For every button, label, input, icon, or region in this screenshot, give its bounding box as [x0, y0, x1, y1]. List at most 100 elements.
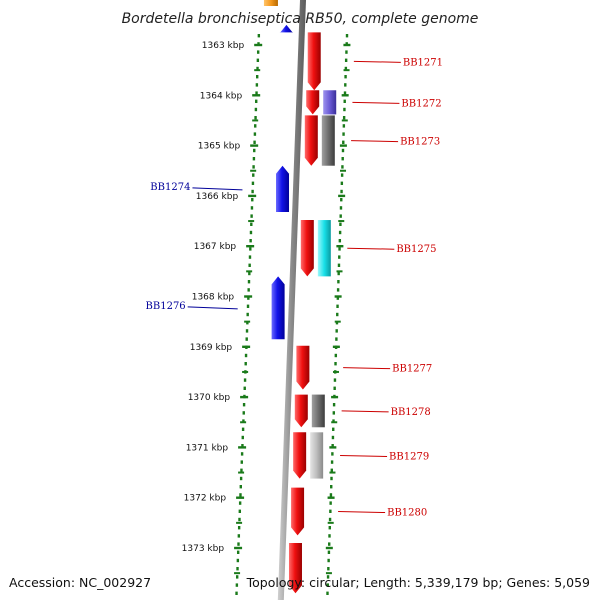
inner-ring-dot	[243, 386, 246, 390]
inner-ring-dot	[238, 501, 242, 505]
outer-minor-tick	[327, 521, 334, 524]
outer-minor-tick	[341, 119, 348, 122]
tick-label: 1368 kbp	[192, 293, 235, 303]
cog-box	[323, 90, 337, 115]
outer-ring-dot	[345, 50, 348, 54]
inner-minor-tick	[238, 471, 245, 474]
inner-ring-dot	[250, 222, 253, 226]
outer-ring-dot	[328, 526, 331, 530]
inner-ring-dot	[242, 403, 246, 407]
inner-ring-dot	[249, 230, 253, 235]
outer-ring-dot	[330, 468, 333, 472]
gene-label-bb1274: BB1274	[150, 182, 190, 193]
inner-minor-tick	[234, 572, 241, 575]
inner-tick	[250, 144, 259, 147]
outer-ring-dot	[343, 107, 346, 112]
outer-tick	[325, 546, 333, 550]
inner-ring-dot	[235, 583, 239, 587]
inner-ring-dot	[241, 427, 245, 431]
outer-ring-dot	[327, 550, 331, 554]
inner-minor-tick	[248, 220, 255, 223]
inner-ring-dot	[245, 337, 248, 341]
tick-label: 1369 kbp	[190, 343, 233, 353]
inner-ring-dot	[254, 107, 258, 112]
inner-ring-dot	[242, 419, 245, 423]
inner-ring-dot	[251, 181, 255, 185]
inner-ring-dot	[250, 214, 253, 218]
inner-ring-dot	[236, 558, 240, 563]
inner-ring-dot	[242, 411, 245, 415]
inner-ring-dot	[255, 99, 258, 103]
inner-ring-dot	[240, 452, 244, 456]
inner-ring-dot	[238, 517, 241, 522]
outer-ring-dot	[341, 148, 345, 153]
inner-tick	[246, 245, 255, 248]
gene-arrow-bb1274	[276, 165, 290, 212]
gene-arrow-bb1279	[293, 432, 307, 479]
gene-label-leader	[351, 140, 399, 143]
outer-ring-dot	[332, 427, 335, 431]
inner-ring-dot	[254, 124, 257, 128]
inner-ring-dot	[250, 206, 254, 210]
tick-label: 1364 kbp	[200, 91, 243, 101]
outer-ring-dot	[332, 411, 336, 415]
outer-ring-dot	[342, 116, 346, 120]
gene-label-leader	[192, 187, 243, 191]
outer-ring-dot	[328, 534, 331, 538]
inner-ring-dot	[238, 509, 242, 513]
outer-ring-dot	[337, 271, 340, 276]
outer-tick	[334, 295, 342, 298]
outer-ring-dot	[340, 173, 344, 177]
inner-tick	[238, 446, 247, 449]
gene-label-bb1271: BB1271	[403, 57, 443, 68]
inner-ring-dot	[255, 91, 258, 95]
outer-ring-dot	[333, 378, 337, 382]
inner-ring-dot	[254, 116, 257, 120]
gene-label-leader	[340, 454, 388, 457]
inner-minor-tick	[236, 521, 243, 524]
tick-label: 1372 kbp	[184, 494, 227, 504]
genome-backbone	[277, 0, 306, 600]
inner-ring-dot	[256, 50, 260, 54]
outer-ring-dot	[334, 353, 338, 358]
gene-label-leader	[352, 101, 400, 104]
inner-ring-dot	[255, 83, 259, 87]
outer-minor-tick	[332, 370, 339, 373]
outer-ring-dot	[339, 206, 343, 210]
gene-label-bb1279: BB1279	[389, 451, 429, 462]
tick-label: 1363 kbp	[202, 41, 245, 51]
inner-tick	[236, 496, 245, 499]
outer-ring-dot	[342, 124, 346, 128]
outer-tick	[327, 496, 335, 499]
inner-ring-dot	[240, 460, 243, 464]
tick-label: 1367 kbp	[194, 242, 237, 252]
inner-ring-dot	[247, 296, 250, 300]
inner-ring-dot	[247, 288, 250, 292]
map-title: Bordetella bronchiseptica RB50, complete…	[122, 11, 479, 27]
gene-label-leader	[187, 306, 238, 310]
gene-arrow	[279, 24, 293, 33]
outer-minor-tick	[343, 69, 350, 72]
tick-label: 1371 kbp	[186, 443, 229, 453]
outer-ring-dot	[341, 165, 344, 169]
inner-ring-dot	[243, 378, 247, 382]
inner-ring-dot	[256, 66, 259, 71]
inner-minor-tick	[254, 69, 261, 72]
outer-tick	[341, 94, 349, 97]
outer-ring-dot	[334, 362, 337, 366]
inner-minor-tick	[252, 119, 259, 122]
gene-arrow-bb1278	[294, 394, 308, 428]
outer-ring-dot	[331, 452, 334, 456]
inner-ring-dot	[236, 550, 240, 554]
gene-label-bb1276: BB1276	[146, 301, 186, 312]
outer-minor-tick	[331, 421, 338, 424]
inner-ring-dot	[235, 591, 238, 595]
kbp-ticks: 1363 kbp 1364 kbp 1365 kbp 1366 kbp 1367 kbp…	[182, 41, 351, 575]
tick-label: 1365 kbp	[198, 142, 241, 152]
inner-tick	[240, 395, 249, 399]
inner-tick	[254, 43, 263, 47]
outer-ring-dot	[328, 517, 332, 522]
outer-ring-dot	[342, 132, 345, 136]
outer-minor-tick	[338, 220, 345, 223]
inner-ring-dot	[237, 534, 241, 538]
